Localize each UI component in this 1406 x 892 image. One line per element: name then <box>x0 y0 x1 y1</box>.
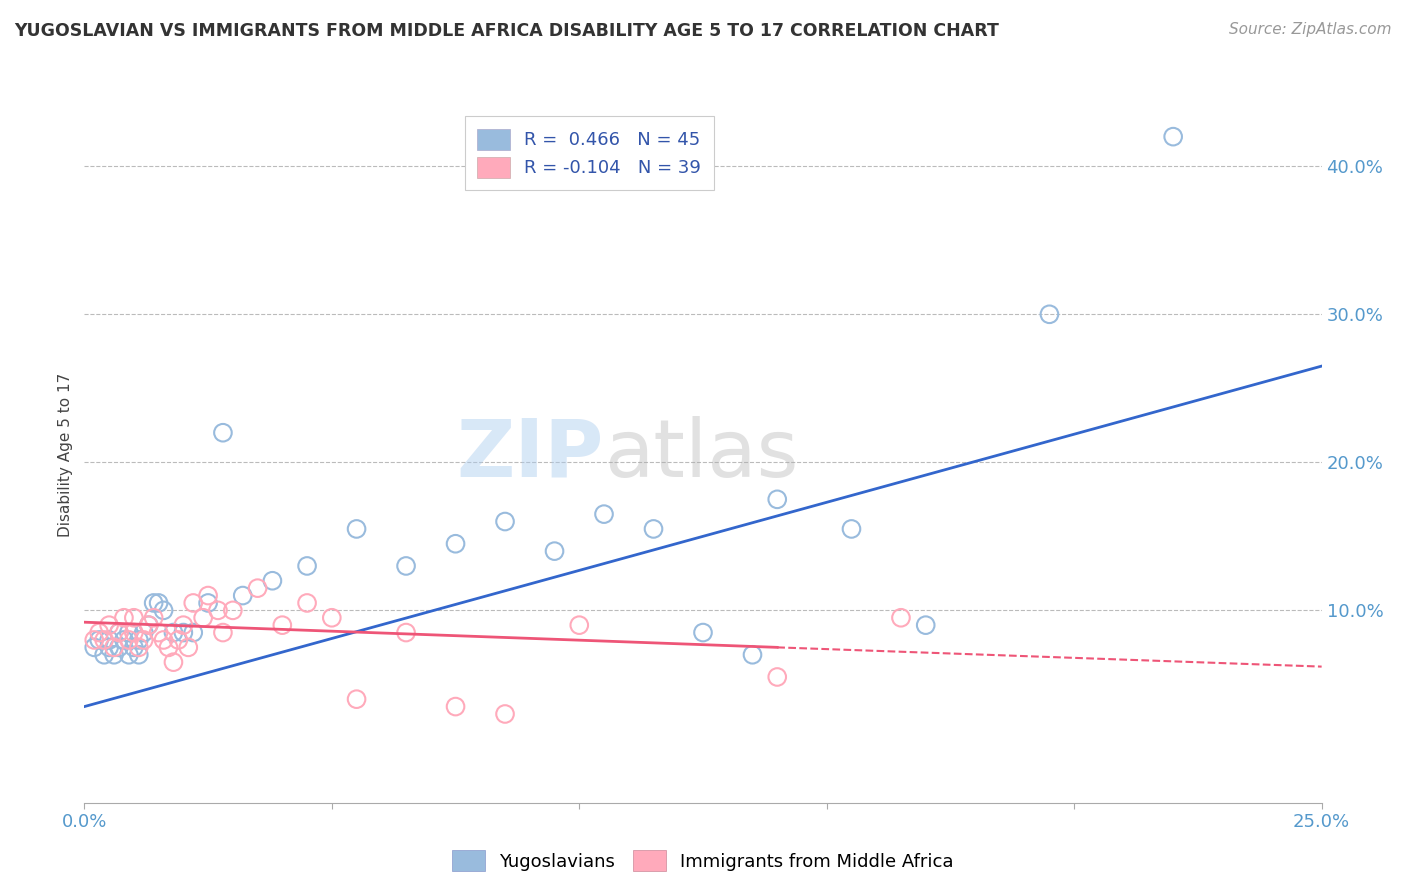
Point <box>83 640 105 655</box>
Point <box>914 618 936 632</box>
Point <box>108 640 131 655</box>
Point <box>395 558 418 573</box>
Point <box>118 632 141 647</box>
Y-axis label: Disability Age 5 to 17: Disability Age 5 to 17 <box>58 373 73 537</box>
Point <box>444 537 467 551</box>
Point <box>222 603 245 617</box>
Point <box>494 706 516 721</box>
Point <box>89 632 111 647</box>
Point <box>93 632 115 647</box>
Point <box>112 611 135 625</box>
Point <box>103 640 125 655</box>
Point <box>122 611 145 625</box>
Point <box>103 648 125 662</box>
Point <box>172 625 194 640</box>
Point <box>112 632 135 647</box>
Point <box>148 596 170 610</box>
Point <box>108 625 131 640</box>
Point <box>841 522 863 536</box>
Point <box>108 625 131 640</box>
Point <box>766 492 789 507</box>
Text: Source: ZipAtlas.com: Source: ZipAtlas.com <box>1229 22 1392 37</box>
Point <box>643 522 665 536</box>
Point <box>181 596 204 610</box>
Point <box>89 625 111 640</box>
Point <box>83 632 105 647</box>
Point <box>128 648 150 662</box>
Point <box>152 632 174 647</box>
Legend: Yugoslavians, Immigrants from Middle Africa: Yugoslavians, Immigrants from Middle Afr… <box>446 843 960 879</box>
Point <box>162 655 184 669</box>
Point <box>568 618 591 632</box>
Point <box>1038 307 1060 321</box>
Point <box>148 625 170 640</box>
Text: atlas: atlas <box>605 416 799 494</box>
Point <box>172 618 194 632</box>
Point <box>138 618 160 632</box>
Point <box>93 648 115 662</box>
Legend: R =  0.466   N = 45, R = -0.104   N = 39: R = 0.466 N = 45, R = -0.104 N = 39 <box>464 116 714 190</box>
Point <box>197 589 219 603</box>
Point <box>98 618 121 632</box>
Point <box>207 603 229 617</box>
Point <box>295 558 318 573</box>
Point <box>98 640 121 655</box>
Point <box>167 632 190 647</box>
Point <box>890 611 912 625</box>
Point <box>157 640 180 655</box>
Point <box>346 692 368 706</box>
Point <box>122 640 145 655</box>
Point <box>246 581 269 595</box>
Point <box>692 625 714 640</box>
Point <box>122 625 145 640</box>
Point <box>197 596 219 610</box>
Point <box>766 670 789 684</box>
Point <box>118 648 141 662</box>
Point <box>212 625 235 640</box>
Point <box>128 640 150 655</box>
Point <box>191 611 214 625</box>
Point <box>162 625 184 640</box>
Point <box>444 699 467 714</box>
Point <box>177 640 200 655</box>
Point <box>271 618 294 632</box>
Point <box>321 611 343 625</box>
Point <box>395 625 418 640</box>
Point <box>138 618 160 632</box>
Point <box>142 596 165 610</box>
Point <box>118 625 141 640</box>
Point <box>494 515 516 529</box>
Point <box>98 632 121 647</box>
Point <box>1161 129 1184 144</box>
Point <box>132 632 155 647</box>
Point <box>232 589 254 603</box>
Point <box>128 632 150 647</box>
Point <box>132 625 155 640</box>
Point <box>142 611 165 625</box>
Point <box>212 425 235 440</box>
Point <box>295 596 318 610</box>
Point <box>741 648 763 662</box>
Point <box>346 522 368 536</box>
Point <box>181 625 204 640</box>
Point <box>152 603 174 617</box>
Text: YUGOSLAVIAN VS IMMIGRANTS FROM MIDDLE AFRICA DISABILITY AGE 5 TO 17 CORRELATION : YUGOSLAVIAN VS IMMIGRANTS FROM MIDDLE AF… <box>14 22 998 40</box>
Point <box>593 507 616 521</box>
Text: ZIP: ZIP <box>457 416 605 494</box>
Point <box>262 574 284 588</box>
Point <box>543 544 565 558</box>
